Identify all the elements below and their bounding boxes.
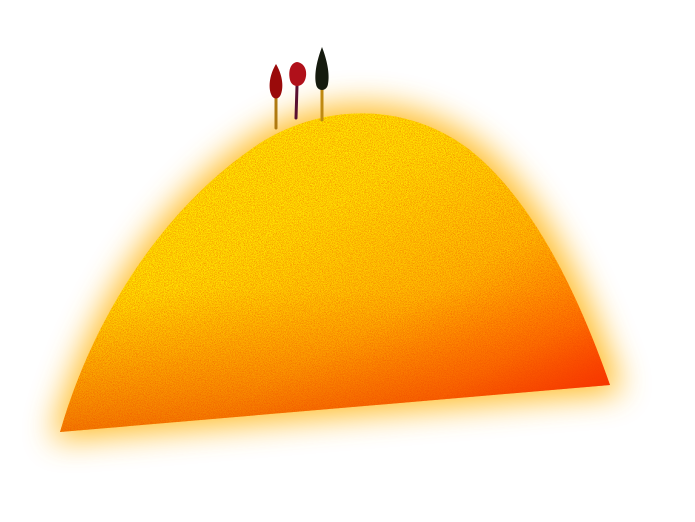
tree-middle-trunk [294,84,299,120]
tree-left-crown [269,64,283,99]
trees [269,47,329,130]
tree-right-crown [315,47,329,90]
tree-middle-crown [289,62,307,86]
tree-left [269,64,283,130]
tree-middle [289,62,307,120]
tree-right [315,47,329,122]
